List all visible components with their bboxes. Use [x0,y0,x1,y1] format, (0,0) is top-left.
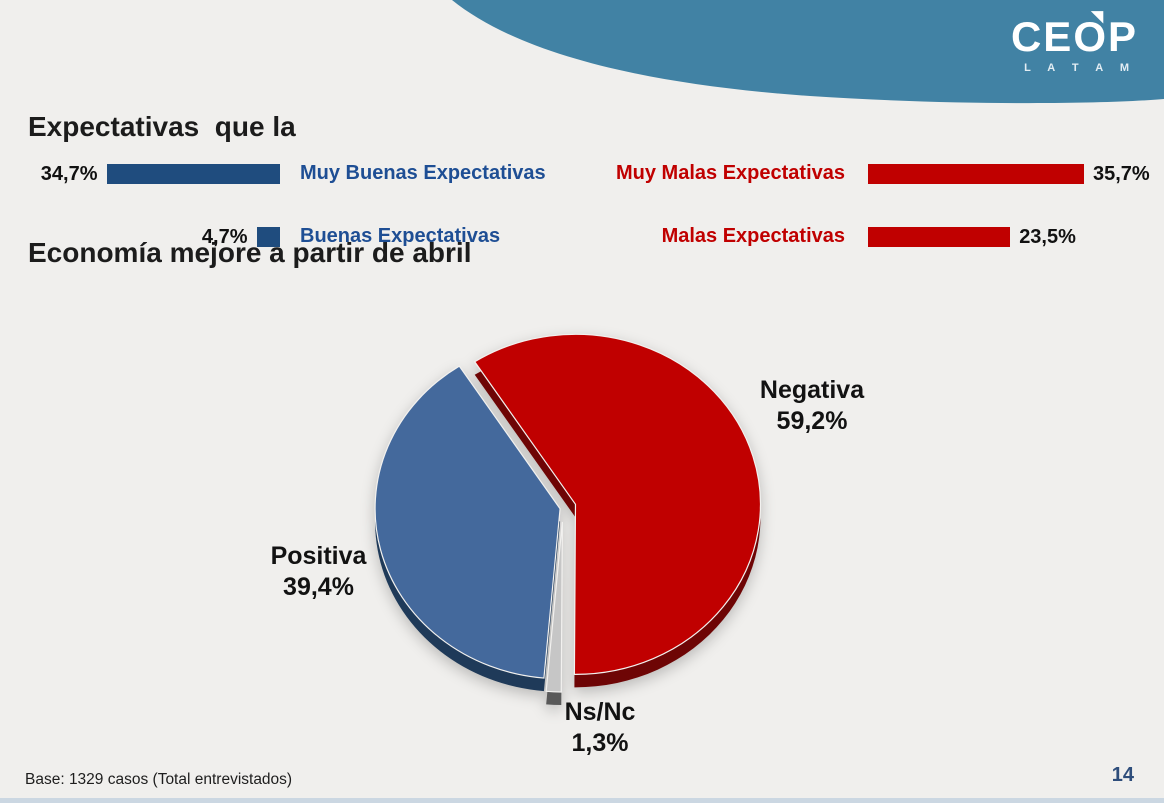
bottom-edge-strip [0,798,1164,803]
header-banner-shape [452,0,1164,104]
label-muy-buenas: Muy Buenas Expectativas [300,162,546,184]
label-buenas: Buenas Expectativas [300,225,501,247]
bar-malas [868,227,1011,247]
value-buenas: 4,7% [201,225,248,248]
base-note: Base: 1329 casos (Total entrevistados) [25,771,293,788]
label-muy-malas: Muy Malas Expectativas [616,162,845,184]
legend-row-malas: 23,5% [868,225,1076,249]
value-muy-malas: 35,7% [1093,162,1150,185]
bar-muy-buenas [106,164,280,184]
ceop-logo-subtext: L A T A M [1024,62,1136,74]
pie-slice-negativa [473,333,762,675]
bar-muy-malas [868,164,1084,184]
legend-row-muy-malas: 35,7% [868,162,1150,186]
pie-chart [374,333,762,705]
legend-row-muy-buenas: 34,7% [0,162,280,186]
pie-slice-nsnc [545,521,563,693]
logo-accent-triangle-icon: ◥ [1091,8,1105,25]
pie-slice-positiva [374,365,561,679]
pie-label-negativa: Negativa 59,2% [759,376,865,436]
header-banner [452,0,1164,104]
value-muy-buenas: 34,7% [40,162,98,185]
bar-buenas [256,227,280,247]
pie-label-positiva: Positiva 39,4% [270,542,367,602]
label-malas: Malas Expectativas [661,225,845,247]
page-number: 14 [1111,764,1134,786]
legend-row-buenas: 4,7% [0,225,280,249]
page-title: Expectativas que la Economía mejore a pa… [28,22,471,358]
ceop-logo: CEOP ◥ L A T A M [1010,8,1138,74]
page-title-line2: Economía mejore a partir de abril [28,237,472,268]
page-title-line1: Expectativas que la [28,111,296,142]
pie-label-nsnc: Ns/Nc 1,3% [564,698,636,758]
value-malas: 23,5% [1019,225,1076,248]
ceop-logo-text: CEOP ◥ [1010,8,1138,60]
